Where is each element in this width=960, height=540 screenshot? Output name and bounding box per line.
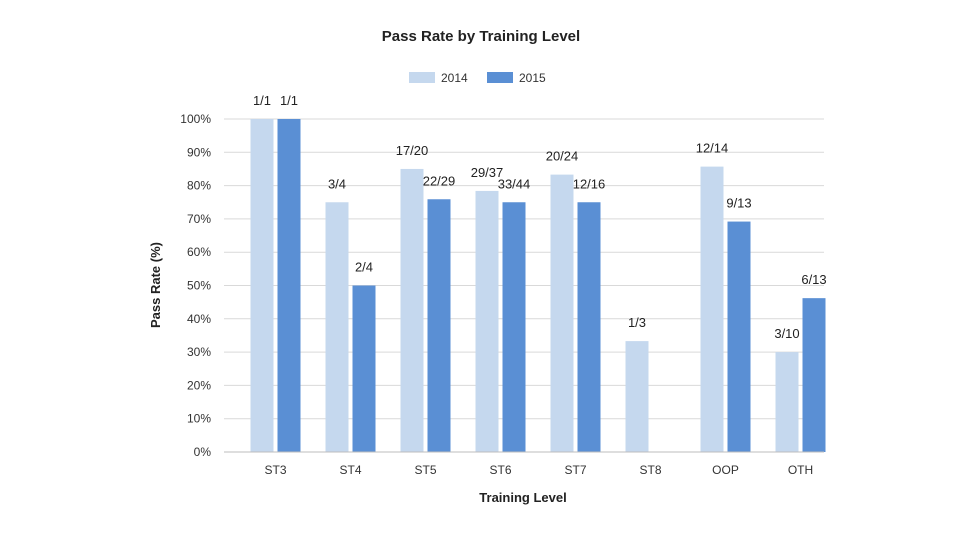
- y-tick-label: 90%: [187, 145, 211, 159]
- y-tick-label: 40%: [187, 312, 211, 326]
- y-tick-label: 80%: [187, 179, 211, 193]
- x-axis-ticks: ST3 ST4 ST5 ST6 ST7 ST8 OOP OTH: [264, 463, 813, 477]
- legend-swatch-2014: [409, 72, 435, 83]
- bar-2015-ST3: [277, 119, 301, 452]
- y-tick-label: 10%: [187, 412, 211, 426]
- bar-2015-ST4: [352, 285, 376, 452]
- y-tick-label: 70%: [187, 212, 211, 226]
- bar-2014-ST7: [550, 174, 574, 452]
- bar-2014-OTH: [775, 352, 799, 452]
- data-label: 1/3: [628, 315, 646, 330]
- y-axis-title: Pass Rate (%): [148, 242, 163, 328]
- x-tick-label: OTH: [788, 463, 813, 477]
- y-tick-label: 30%: [187, 345, 211, 359]
- data-label: 33/44: [498, 176, 531, 191]
- x-tick-label: ST7: [564, 463, 586, 477]
- data-label: 2/4: [355, 260, 373, 275]
- bar-2014-ST3: [250, 119, 274, 452]
- data-label: 1/1: [253, 93, 271, 108]
- bar-2015-ST6: [502, 202, 526, 452]
- data-label: 3/4: [328, 176, 346, 191]
- y-tick-label: 50%: [187, 279, 211, 293]
- y-tick-label: 20%: [187, 378, 211, 392]
- y-tick-label: 100%: [180, 112, 211, 126]
- data-label: 20/24: [546, 149, 579, 164]
- data-label: 9/13: [726, 196, 751, 211]
- data-label: 12/14: [696, 141, 729, 156]
- bar-2014-ST8: [625, 341, 649, 452]
- data-label: 17/20: [396, 143, 429, 158]
- legend: 2014 2015: [409, 71, 546, 85]
- bar-2014-ST6: [475, 190, 499, 453]
- legend-swatch-2015: [487, 72, 513, 83]
- bar-2014-ST5: [400, 168, 424, 452]
- bar-2015-OOP: [727, 221, 751, 452]
- x-tick-label: ST8: [639, 463, 661, 477]
- bar-2015-ST5: [427, 199, 451, 452]
- chart-title: Pass Rate by Training Level: [382, 28, 580, 45]
- data-label: 6/13: [801, 272, 826, 287]
- x-tick-label: ST6: [489, 463, 511, 477]
- x-tick-label: ST4: [339, 463, 361, 477]
- y-tick-label: 0%: [194, 445, 212, 459]
- x-axis-title: Training Level: [479, 490, 566, 505]
- x-tick-label: OOP: [712, 463, 739, 477]
- bars: [250, 119, 826, 453]
- legend-label-2015: 2015: [519, 71, 546, 85]
- legend-label-2014: 2014: [441, 71, 468, 85]
- x-tick-label: ST3: [264, 463, 286, 477]
- data-label: 1/1: [280, 93, 298, 108]
- y-axis-ticks: 0% 10% 20% 30% 40% 50% 60% 70% 80% 90% 100%: [180, 112, 211, 459]
- bar-2015-OTH: [802, 298, 826, 452]
- data-label: 12/16: [573, 176, 606, 191]
- bar-2015-ST7: [577, 202, 601, 452]
- y-tick-label: 60%: [187, 245, 211, 259]
- data-label: 22/29: [423, 173, 456, 188]
- bar-2014-OOP: [700, 166, 724, 452]
- data-label: 3/10: [774, 326, 799, 341]
- bar-2014-ST4: [325, 202, 349, 452]
- data-label: 29/37: [471, 165, 504, 180]
- x-tick-label: ST5: [414, 463, 436, 477]
